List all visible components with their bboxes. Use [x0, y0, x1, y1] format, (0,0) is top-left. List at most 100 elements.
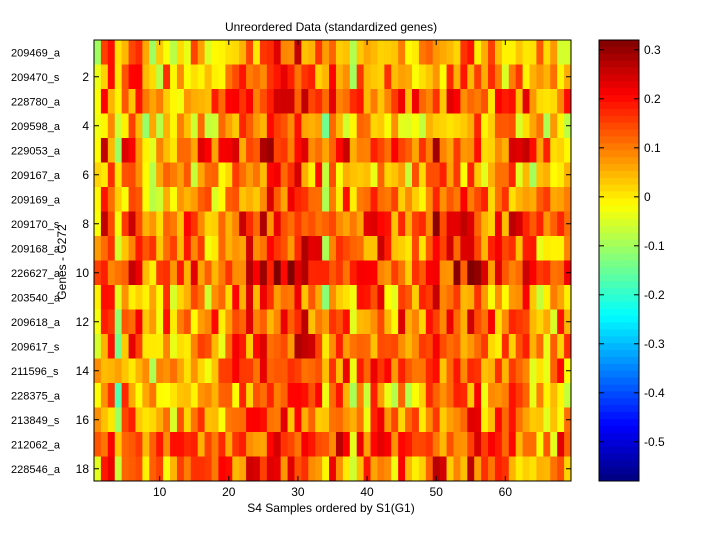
heatmap-cell — [494, 383, 503, 408]
heatmap-cell — [322, 334, 330, 359]
heatmap-cell — [170, 456, 178, 482]
heatmap-cell — [287, 309, 295, 335]
colorbar-swatch — [599, 281, 639, 289]
colorbar-swatch — [599, 115, 639, 124]
heatmap-cell — [239, 432, 247, 457]
heatmap-cell — [128, 432, 136, 457]
heatmap-cell — [474, 64, 482, 90]
heatmap-cell — [425, 187, 434, 212]
heatmap-cell — [142, 285, 150, 310]
heatmap-cell — [522, 334, 530, 359]
heatmap-cell — [467, 89, 475, 114]
heatmap-cell — [197, 334, 206, 359]
heatmap-cell — [218, 40, 226, 65]
heatmap-cell — [515, 309, 524, 335]
heatmap-cell — [232, 236, 240, 261]
heatmap-cell — [398, 113, 406, 139]
heatmap-cell — [266, 64, 275, 90]
colorbar-swatch — [599, 143, 639, 151]
heatmap-cell — [94, 40, 102, 65]
heatmap-cell — [432, 187, 441, 212]
heatmap-cell — [135, 309, 143, 335]
heatmap-cell — [315, 89, 323, 114]
heatmap-cell — [322, 236, 330, 261]
heatmap-cell — [342, 211, 351, 237]
heatmap-cell — [501, 432, 510, 457]
y-tick-label: 18 — [76, 462, 90, 476]
heatmap-cell — [453, 113, 461, 139]
heatmap-cell — [515, 456, 524, 482]
heatmap-cell — [100, 138, 109, 163]
heatmap-cell — [142, 407, 150, 433]
heatmap-cell — [356, 407, 365, 433]
heatmap-cell — [246, 211, 254, 237]
heatmap-cell — [322, 309, 330, 335]
heatmap-cell — [398, 260, 406, 286]
heatmap-cell — [100, 89, 109, 114]
heatmap-cell — [453, 383, 461, 408]
heatmap-cell — [363, 407, 371, 433]
colorbar-swatch — [599, 184, 639, 192]
heatmap-cell — [308, 187, 316, 212]
gene-label: 209470_s — [11, 72, 60, 84]
heatmap-cell — [335, 89, 344, 114]
heatmap-cell — [280, 260, 288, 286]
heatmap-cell — [294, 285, 302, 310]
heatmap-cell — [398, 334, 406, 359]
heatmap-cell — [425, 138, 434, 163]
heatmap-cell — [308, 334, 316, 359]
heatmap-cell — [543, 89, 551, 114]
heatmap-cell — [163, 187, 171, 212]
heatmap-cell — [543, 383, 551, 408]
heatmap-cell — [322, 407, 330, 433]
heatmap-cell — [460, 113, 468, 139]
heatmap-cell — [280, 334, 288, 359]
heatmap-cell — [135, 236, 143, 261]
heatmap-cell — [460, 211, 468, 237]
heatmap-cell — [515, 358, 524, 384]
heatmap-cell — [481, 309, 489, 335]
heatmap-cell — [370, 309, 378, 335]
heatmap-cell — [467, 162, 475, 188]
heatmap-cell — [377, 407, 385, 433]
heatmap-cell — [412, 456, 420, 482]
heatmap-cell — [481, 89, 489, 114]
heatmap-cell — [412, 138, 420, 163]
heatmap-cell — [246, 89, 254, 114]
heatmap-cell — [163, 285, 171, 310]
heatmap-cell — [94, 334, 102, 359]
heatmap-cell — [211, 211, 219, 237]
heatmap-cell — [467, 407, 475, 433]
heatmap-cell — [529, 113, 537, 139]
heatmap-cell — [446, 187, 454, 212]
heatmap-cell — [508, 383, 517, 408]
heatmap-cell — [391, 113, 399, 139]
heatmap-cell — [121, 211, 129, 237]
heatmap-cell — [308, 456, 316, 482]
heatmap-cell — [259, 162, 268, 188]
heatmap-cell — [515, 334, 524, 359]
heatmap-cell — [197, 40, 206, 65]
colorbar-swatch — [599, 363, 639, 372]
heatmap-cell — [488, 285, 496, 310]
heatmap-cell — [232, 260, 240, 286]
heatmap-cell — [121, 187, 129, 212]
heatmap-cell — [342, 334, 351, 359]
heatmap-cell — [488, 236, 496, 261]
heatmap-cell — [204, 456, 212, 482]
heatmap-cell — [342, 285, 351, 310]
heatmap-cell — [107, 211, 116, 237]
heatmap-cell — [239, 89, 247, 114]
heatmap-cell — [425, 309, 434, 335]
heatmap-cell — [266, 334, 275, 359]
heatmap-cell — [308, 64, 316, 90]
heatmap-cell — [363, 89, 371, 114]
heatmap-cell — [425, 456, 434, 482]
heatmap-cell — [156, 383, 164, 408]
heatmap-cell — [529, 432, 537, 457]
heatmap-cell — [135, 138, 143, 163]
heatmap-cell — [232, 383, 240, 408]
heatmap-cell — [100, 64, 109, 90]
heatmap-cell — [142, 89, 150, 114]
heatmap-cell — [405, 162, 413, 188]
